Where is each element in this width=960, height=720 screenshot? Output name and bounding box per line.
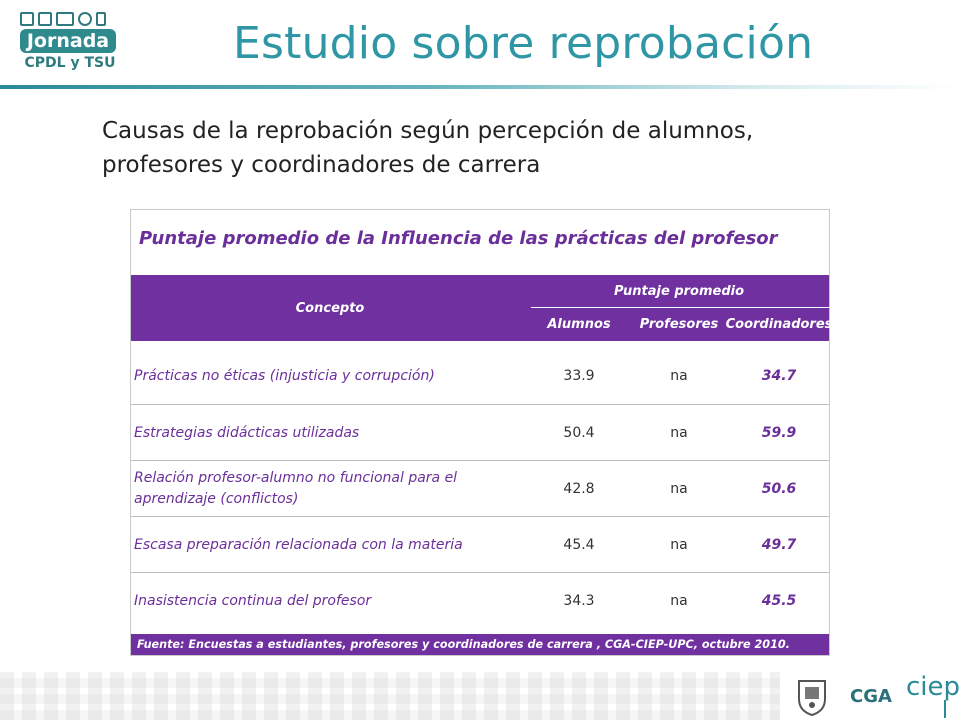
table-row: Prácticas no éticas (injusticia y corrup… [131, 348, 829, 405]
row-coordinadores: 59.9 [761, 425, 797, 441]
logo-badge: Jornada [20, 29, 116, 53]
row-coordinadores: 50.6 [761, 481, 797, 497]
row-profesores: na [670, 425, 688, 441]
row-coordinadores: 34.7 [761, 368, 797, 384]
subtitle-line-2: profesores y coordinadores de carrera [102, 152, 541, 178]
row-alumnos: 33.9 [563, 368, 595, 384]
calendar-icon [38, 12, 52, 26]
row-concept: Prácticas no éticas (injusticia y corrup… [134, 367, 435, 384]
row-alumnos: 50.4 [563, 425, 595, 441]
monitor-icon [56, 12, 74, 26]
row-concept: Inasistencia continua del profesor [134, 592, 372, 609]
header-coordinadores: Coordinadores [725, 317, 833, 332]
table-row: Relación profesor-alumno no funcional pa… [131, 461, 829, 517]
table-row: Estrategias didácticas utilizadas 50.4 n… [131, 405, 829, 461]
row-profesores: na [670, 481, 688, 497]
table-source-note: Fuente: Encuestas a estudiantes, profeso… [131, 634, 829, 655]
logo-subtext: CPDL y TSU [24, 55, 116, 71]
row-profesores: na [670, 593, 688, 609]
row-alumnos: 34.3 [563, 593, 595, 609]
book-icon [96, 12, 106, 26]
row-coordinadores: 45.5 [761, 593, 797, 609]
logo-icons [20, 8, 120, 26]
slide-title: Estudio sobre reprobación [233, 18, 814, 69]
row-alumnos: 42.8 [563, 481, 595, 497]
header-puntaje-promedio: Puntaje promedio [613, 283, 745, 299]
row-concept: Escasa preparación relacionada con la ma… [134, 536, 463, 553]
table-row: Escasa preparación relacionada con la ma… [131, 517, 829, 573]
table-body: Prácticas no éticas (injusticia y corrup… [131, 348, 829, 629]
header-concept: Concepto [295, 300, 365, 316]
row-profesores: na [670, 368, 688, 384]
ciep-logo-stem [944, 700, 946, 718]
table-header: Concepto Puntaje promedio Alumnos Profes… [131, 275, 833, 341]
subtitle-line-1: Causas de la reprobación según percepció… [102, 118, 754, 144]
row-concept: Relación profesor-alumno no funcional pa… [134, 470, 458, 507]
slide-subtitle: Causas de la reprobación según percepció… [102, 114, 862, 182]
table-row: Inasistencia continua del profesor 34.3 … [131, 573, 829, 629]
table-title: Puntaje promedio de la Influencia de las… [139, 228, 778, 249]
row-coordinadores: 49.7 [761, 537, 797, 553]
university-seal-icon [798, 680, 826, 717]
results-table: Puntaje promedio de la Influencia de las… [130, 209, 833, 656]
title-divider [0, 85, 960, 89]
clock-icon [78, 12, 92, 26]
header-profesores: Profesores [639, 317, 719, 332]
row-profesores: na [670, 537, 688, 553]
header-alumnos: Alumnos [547, 317, 611, 332]
cga-logo: CGA [850, 686, 892, 707]
ciep-logo: ciep [906, 672, 960, 702]
row-concept: Estrategias didácticas utilizadas [134, 424, 360, 441]
decorative-icon-pattern [0, 672, 780, 720]
row-alumnos: 45.4 [563, 537, 595, 553]
building-icon [20, 12, 34, 26]
jornada-logo: Jornada CPDL y TSU [20, 8, 120, 76]
header-divider [531, 307, 829, 308]
